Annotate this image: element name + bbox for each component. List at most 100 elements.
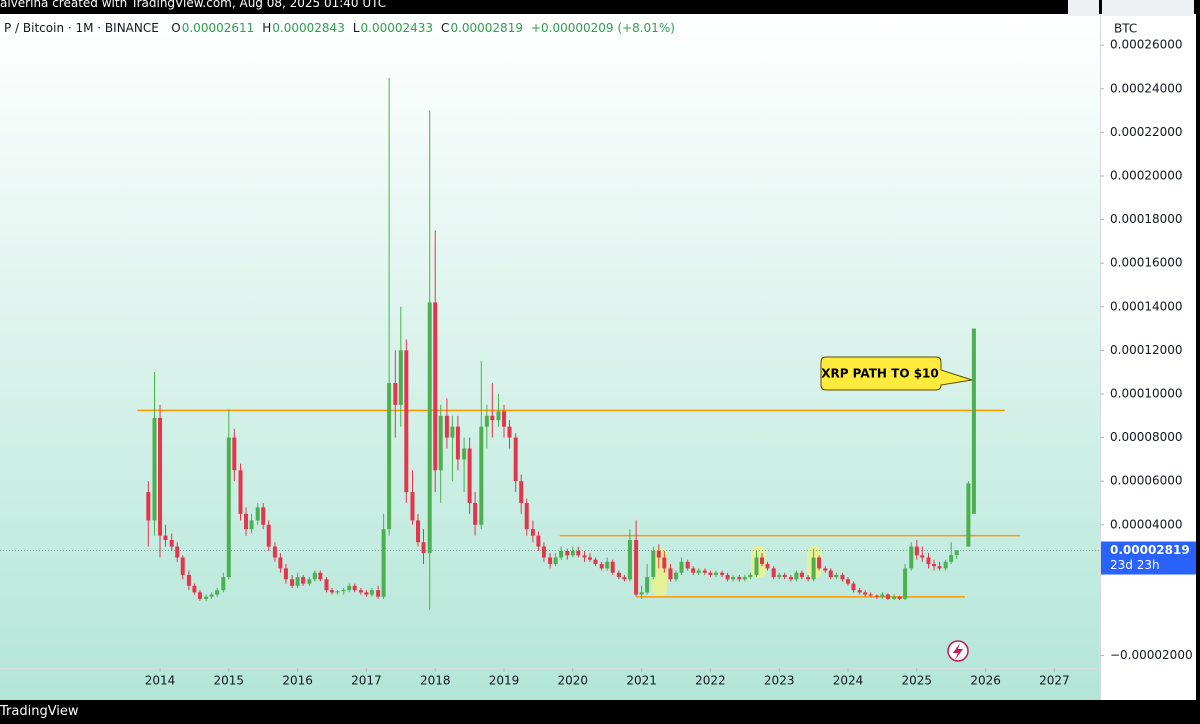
candle-body — [272, 546, 277, 558]
candle-body — [204, 596, 209, 599]
candle-body — [817, 557, 822, 569]
x-tick-label: 2021 — [626, 674, 657, 688]
candle-body — [341, 590, 346, 592]
candle-body — [685, 561, 690, 569]
candle-body — [266, 524, 271, 547]
candle-body — [914, 546, 919, 556]
candle-body — [765, 564, 770, 569]
candle-body — [393, 383, 398, 405]
candle-body — [777, 574, 782, 578]
last-price-box — [1101, 541, 1196, 575]
candle-body — [634, 540, 639, 595]
candle-body — [186, 574, 191, 586]
y-tick-label: 0.00014000 — [1110, 299, 1183, 313]
x-tick-label: 2024 — [833, 674, 864, 688]
candle-body — [249, 520, 254, 530]
icon-bolt — [953, 643, 963, 660]
change: +0.00000209 (+8.01%) — [530, 21, 675, 35]
candle-body — [502, 411, 507, 427]
candle-body — [708, 572, 713, 575]
candle-body — [473, 502, 478, 525]
candle-body — [507, 426, 512, 438]
y-tick-label: 0.00008000 — [1110, 430, 1183, 444]
candle-body — [593, 559, 598, 565]
x-tick-label: 2014 — [145, 674, 176, 688]
candle-body — [283, 568, 288, 580]
ohlc-value: 0.00002843 — [272, 21, 345, 35]
candle-body — [496, 411, 501, 421]
candle-body — [874, 595, 879, 597]
callout-box — [820, 356, 973, 391]
legend: P / Bitcoin · 1M · BINANCE O0.00002611 H0… — [4, 21, 683, 35]
candle-body — [398, 350, 403, 405]
candle-body — [479, 426, 484, 525]
price-axis-background — [1100, 14, 1196, 700]
candle-body — [232, 437, 237, 471]
ohlc-label: L — [352, 21, 360, 35]
candle-body — [490, 415, 495, 421]
candle-body — [197, 592, 202, 599]
ohlc-value: 0.00002611 — [181, 21, 255, 35]
candle-body — [696, 570, 701, 573]
candle-body — [369, 590, 374, 595]
candle-body — [880, 594, 885, 597]
low-title-box — [1068, 0, 1099, 16]
y-tick-label: 0.00012000 — [1110, 343, 1183, 357]
candle-body — [433, 302, 438, 471]
candle-body — [823, 568, 828, 571]
candle-body — [845, 579, 850, 584]
currency: BTC — [1114, 22, 1137, 36]
candle-body — [949, 555, 954, 562]
candle-body — [679, 561, 684, 573]
candle-body — [966, 483, 971, 547]
y-tick-label: 0.00026000 — [1110, 38, 1183, 52]
candle-body — [599, 564, 604, 569]
countdown: 23d 23h — [1110, 558, 1160, 572]
annotation: XRP PATH TO $10 — [821, 367, 939, 381]
x-tick-label: 2026 — [970, 674, 1001, 688]
candle-body — [656, 550, 661, 558]
candle-body — [152, 417, 157, 521]
candle-body — [261, 507, 266, 525]
candle-body — [645, 577, 650, 593]
candle-body — [335, 591, 340, 593]
candle-body — [352, 585, 357, 591]
candle-body — [192, 585, 197, 593]
candle-body — [387, 383, 392, 530]
y-tick-label: 0.00018000 — [1110, 212, 1183, 226]
x-tick-label: 2020 — [558, 674, 589, 688]
candle-body — [541, 546, 546, 558]
candle-body — [811, 557, 816, 580]
candle-body — [559, 550, 564, 558]
x-tick-label: 2027 — [1039, 674, 1070, 688]
candle-body — [215, 590, 220, 595]
candle-body — [668, 568, 673, 580]
ohlc-value: 0.00002433 — [360, 21, 434, 35]
candle-body — [462, 448, 467, 460]
candle-body — [662, 557, 667, 569]
candle-body — [759, 557, 764, 565]
candle-body — [318, 572, 323, 580]
candle-body — [565, 550, 570, 556]
candle-body — [158, 417, 163, 536]
candle-body — [627, 540, 632, 580]
candle-body — [404, 350, 409, 493]
symbol: P / Bitcoin · 1M · BINANCE — [4, 21, 159, 35]
candle-body — [536, 535, 541, 547]
last-price: 0.00002819 — [1110, 543, 1190, 557]
candle-body — [255, 507, 260, 521]
x-tick-label: 2019 — [489, 674, 520, 688]
candle-body — [169, 540, 174, 547]
candle-body — [748, 574, 753, 578]
candle-body — [725, 574, 730, 580]
candle-body — [651, 550, 656, 578]
candle-body — [713, 572, 718, 575]
candle-body — [782, 574, 787, 578]
candle-body — [794, 572, 799, 580]
candle-body — [180, 557, 185, 575]
candle-body — [146, 492, 151, 521]
candle-body — [863, 592, 868, 595]
candle-body — [897, 596, 902, 599]
x-tick-label: 2023 — [764, 674, 795, 688]
